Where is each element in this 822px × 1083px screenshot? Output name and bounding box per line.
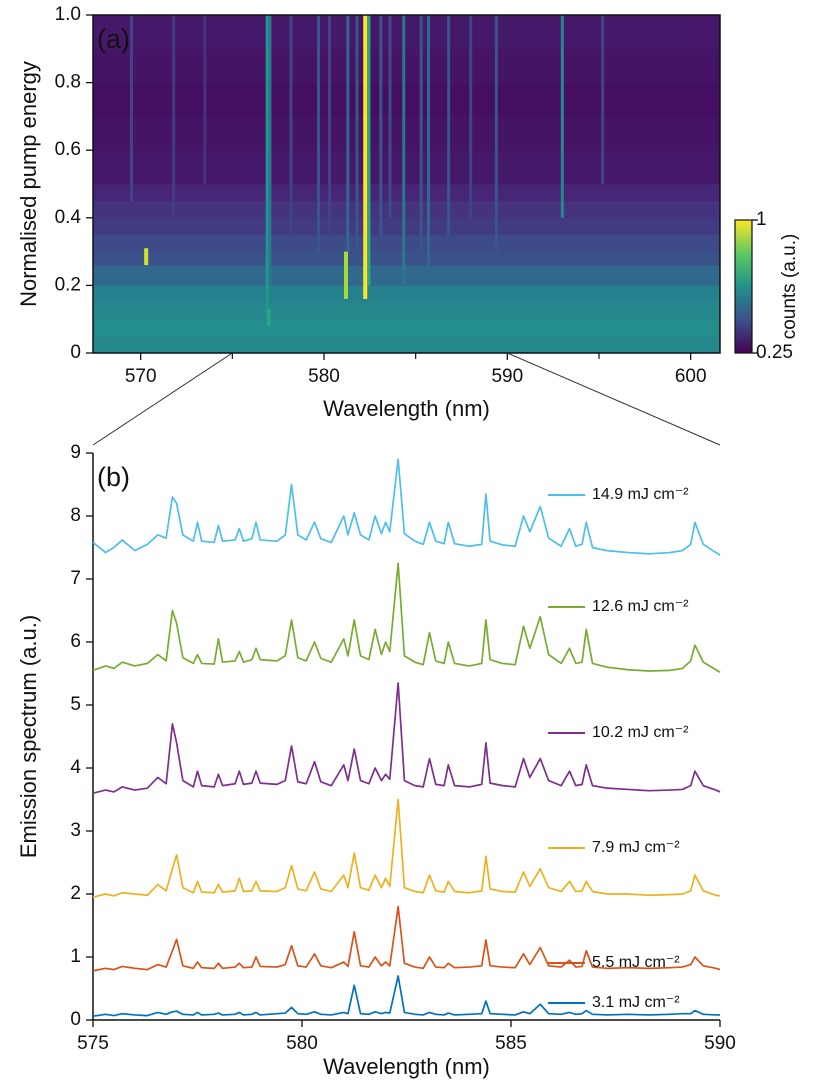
- emission-streak: [601, 15, 605, 184]
- emission-streak: [560, 15, 564, 218]
- heatmap-row: [93, 116, 720, 151]
- emission-streak: [265, 15, 269, 320]
- legend-label: 12.6 mJ cm⁻²: [592, 598, 689, 615]
- heatmap-row: [93, 150, 720, 185]
- y-tick-label: 5: [70, 694, 81, 715]
- emission-streak: [346, 15, 350, 252]
- y-tick-label: 1: [70, 946, 81, 967]
- emission-streak: [355, 15, 359, 252]
- spectrum-line: [92, 682, 721, 795]
- emission-streak: [267, 309, 271, 326]
- emission-streak: [379, 15, 383, 235]
- spectrum-line: [92, 975, 720, 1018]
- heatmap-row: [93, 319, 720, 337]
- panel-label: (b): [97, 462, 130, 492]
- emission-streak: [144, 248, 149, 266]
- heatmap-row: [93, 200, 720, 219]
- colorbar-tick-label: 1: [756, 209, 767, 230]
- plot-frame: [92, 14, 721, 354]
- y-tick-label: 0: [70, 342, 81, 363]
- y-tick-label: 6: [70, 631, 81, 652]
- y-tick-label: 0.8: [55, 72, 81, 93]
- heatmap-row: [93, 48, 720, 84]
- y-tick-label: 7: [70, 568, 81, 589]
- y-tick-label: 0.2: [55, 274, 81, 295]
- heatmap-row: [93, 234, 720, 253]
- x-axis-title: Wavelength (nm): [323, 396, 490, 421]
- colorbar-tick-label: 0.25: [756, 342, 793, 363]
- y-axis-title: Emission spectrum (a.u.): [16, 615, 41, 858]
- zoom-connector: [92, 352, 233, 446]
- x-tick-label: 575: [77, 1033, 109, 1054]
- emission-streak: [469, 15, 473, 218]
- heatmap-row: [93, 251, 720, 266]
- y-tick-label: 9: [70, 442, 81, 463]
- spectrum-line: [92, 562, 721, 673]
- y-tick-label: 3: [70, 820, 81, 841]
- x-tick-label: 570: [125, 366, 157, 387]
- y-tick-label: 1.0: [55, 4, 81, 25]
- emission-streak: [344, 251, 348, 299]
- heatmap-row: [93, 217, 720, 236]
- y-tick-label: 0.6: [55, 139, 81, 160]
- panel-label: (a): [97, 24, 130, 54]
- zoom-connector: [507, 352, 721, 446]
- heatmap-row: [93, 15, 720, 50]
- emission-streak: [289, 15, 293, 235]
- y-tick-label: 0.4: [55, 207, 82, 228]
- x-axis-title: Wavelength (nm): [323, 1054, 490, 1079]
- emission-streak: [427, 15, 430, 269]
- spectrum-line: [92, 458, 721, 556]
- emission-streak: [203, 15, 207, 184]
- x-tick-label: 580: [286, 1033, 318, 1054]
- emission-streak: [268, 15, 272, 286]
- legend-label: 3.1 mJ cm⁻²: [592, 994, 680, 1011]
- emission-streak: [172, 15, 176, 218]
- emission-streak: [402, 15, 406, 286]
- emission-streak: [317, 15, 320, 252]
- x-tick-label: 590: [491, 366, 523, 387]
- emission-streak: [130, 15, 133, 201]
- heatmap: [93, 15, 720, 353]
- x-tick-label: 600: [675, 366, 707, 387]
- emission-streak: [419, 15, 423, 252]
- x-tick-label: 590: [704, 1033, 736, 1054]
- legend-label: 14.9 mJ cm⁻²: [592, 486, 689, 503]
- colorbar-title: counts (a.u.): [779, 234, 800, 340]
- y-tick-label: 8: [70, 505, 81, 526]
- legend-label: 7.9 mJ cm⁻²: [592, 839, 680, 856]
- emission-streak: [328, 15, 331, 235]
- x-tick-label: 580: [308, 366, 340, 387]
- y-axis-title: Normalised pump energy: [16, 61, 41, 307]
- legend-label: 5.5 mJ cm⁻²: [592, 954, 680, 971]
- heatmap-row: [93, 184, 720, 202]
- heatmap-row: [93, 336, 720, 353]
- emission-streak: [494, 15, 498, 252]
- heatmap-row: [93, 82, 720, 117]
- spectrum-line: [92, 905, 721, 972]
- y-tick-label: 2: [70, 883, 81, 904]
- colorbar: [734, 219, 753, 354]
- legend-label: 10.2 mJ cm⁻²: [592, 724, 689, 741]
- emission-streak: [447, 15, 451, 235]
- heatmap-row: [93, 285, 720, 303]
- heatmap-row: [93, 265, 720, 286]
- heatmap-row: [93, 302, 720, 320]
- y-tick-label: 4: [70, 757, 81, 778]
- emission-streak: [367, 15, 371, 286]
- emission-streak: [388, 15, 392, 218]
- emission-streak: [363, 15, 368, 299]
- spectrum-line: [92, 798, 721, 898]
- y-tick-label: 0: [70, 1009, 81, 1030]
- x-tick-label: 585: [495, 1033, 527, 1054]
